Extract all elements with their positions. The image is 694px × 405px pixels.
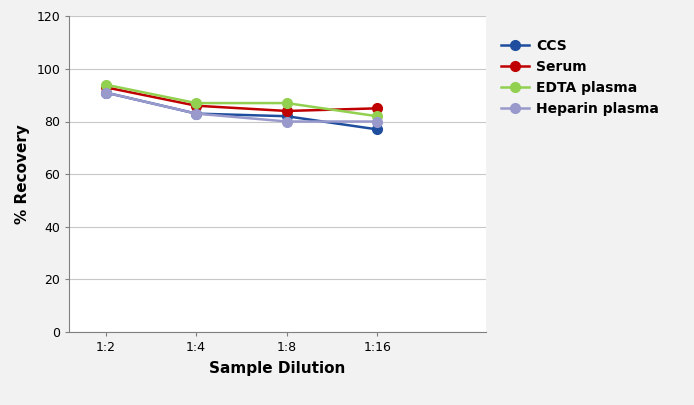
- Heparin plasma: [282, 119, 291, 124]
- Serum: [192, 103, 201, 108]
- EDTA plasma: [373, 114, 381, 119]
- Serum: [282, 109, 291, 113]
- Line: EDTA plasma: EDTA plasma: [101, 80, 382, 121]
- Line: Serum: Serum: [101, 82, 382, 116]
- CCS: [282, 114, 291, 119]
- Line: Heparin plasma: Heparin plasma: [101, 87, 382, 126]
- Heparin plasma: [192, 111, 201, 116]
- X-axis label: Sample Dilution: Sample Dilution: [210, 361, 346, 376]
- Heparin plasma: [101, 90, 110, 95]
- Legend: CCS, Serum, EDTA plasma, Heparin plasma: CCS, Serum, EDTA plasma, Heparin plasma: [501, 39, 659, 116]
- Heparin plasma: [373, 119, 381, 124]
- CCS: [101, 90, 110, 95]
- Y-axis label: % Recovery: % Recovery: [15, 124, 30, 224]
- Line: CCS: CCS: [101, 87, 382, 134]
- CCS: [373, 127, 381, 132]
- EDTA plasma: [282, 100, 291, 105]
- Serum: [101, 85, 110, 90]
- EDTA plasma: [101, 82, 110, 87]
- CCS: [192, 111, 201, 116]
- EDTA plasma: [192, 100, 201, 105]
- Serum: [373, 106, 381, 111]
